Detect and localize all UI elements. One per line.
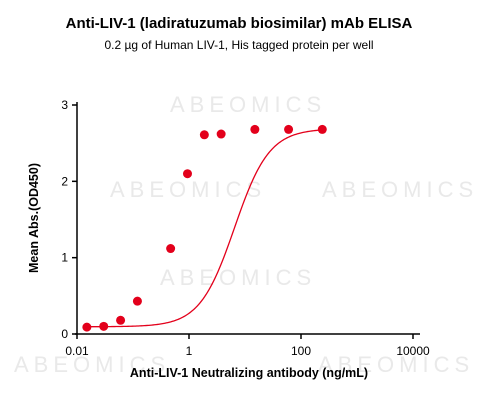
data-point	[250, 124, 260, 134]
y-tick-label: 2	[61, 174, 68, 188]
x-tick-label: 100	[291, 344, 311, 358]
x-tick-label: 0.01	[65, 344, 89, 358]
data-point	[99, 321, 109, 331]
x-tick-label: 1	[186, 344, 193, 358]
axes	[75, 102, 420, 335]
ticks: 0 1 2 3 0.01 1 100 10000	[61, 98, 430, 358]
x-tick-label: 10000	[396, 344, 430, 358]
data-point	[116, 315, 126, 325]
y-axis-label: Mean Abs.(OD450)	[27, 163, 41, 273]
y-tick-label: 3	[61, 98, 68, 112]
y-tick-label: 0	[61, 327, 68, 341]
data-point	[132, 296, 142, 306]
chart-title: Anti-LIV-1 (ladiratuzumab biosimilar) mA…	[66, 15, 413, 32]
watermark-text: ABEOMICS	[110, 177, 266, 202]
x-axis-label: Anti-LIV-1 Neutralizing antibody (ng/mL)	[130, 366, 368, 380]
chart-subtitle: 0.2 µg of Human LIV-1, His tagged protei…	[104, 38, 373, 52]
data-point	[166, 244, 176, 254]
data-point	[216, 129, 226, 139]
watermark-text: ABEOMICS	[318, 352, 474, 377]
watermark-text: ABEOMICS	[160, 265, 316, 290]
watermark-text: ABEOMICS	[170, 92, 326, 117]
y-tick-label: 1	[61, 251, 68, 265]
data-point	[182, 169, 192, 179]
fit-curve	[86, 129, 323, 328]
data-point	[199, 130, 209, 140]
data-point	[317, 124, 327, 134]
watermark-text: ABEOMICS	[14, 352, 170, 377]
watermark-layer: ABEOMICS ABEOMICS ABEOMICS ABEOMICS ABEO…	[14, 92, 478, 377]
data-point	[82, 322, 92, 332]
data-points	[82, 124, 327, 332]
data-point	[284, 124, 294, 134]
watermark-text: ABEOMICS	[322, 177, 478, 202]
